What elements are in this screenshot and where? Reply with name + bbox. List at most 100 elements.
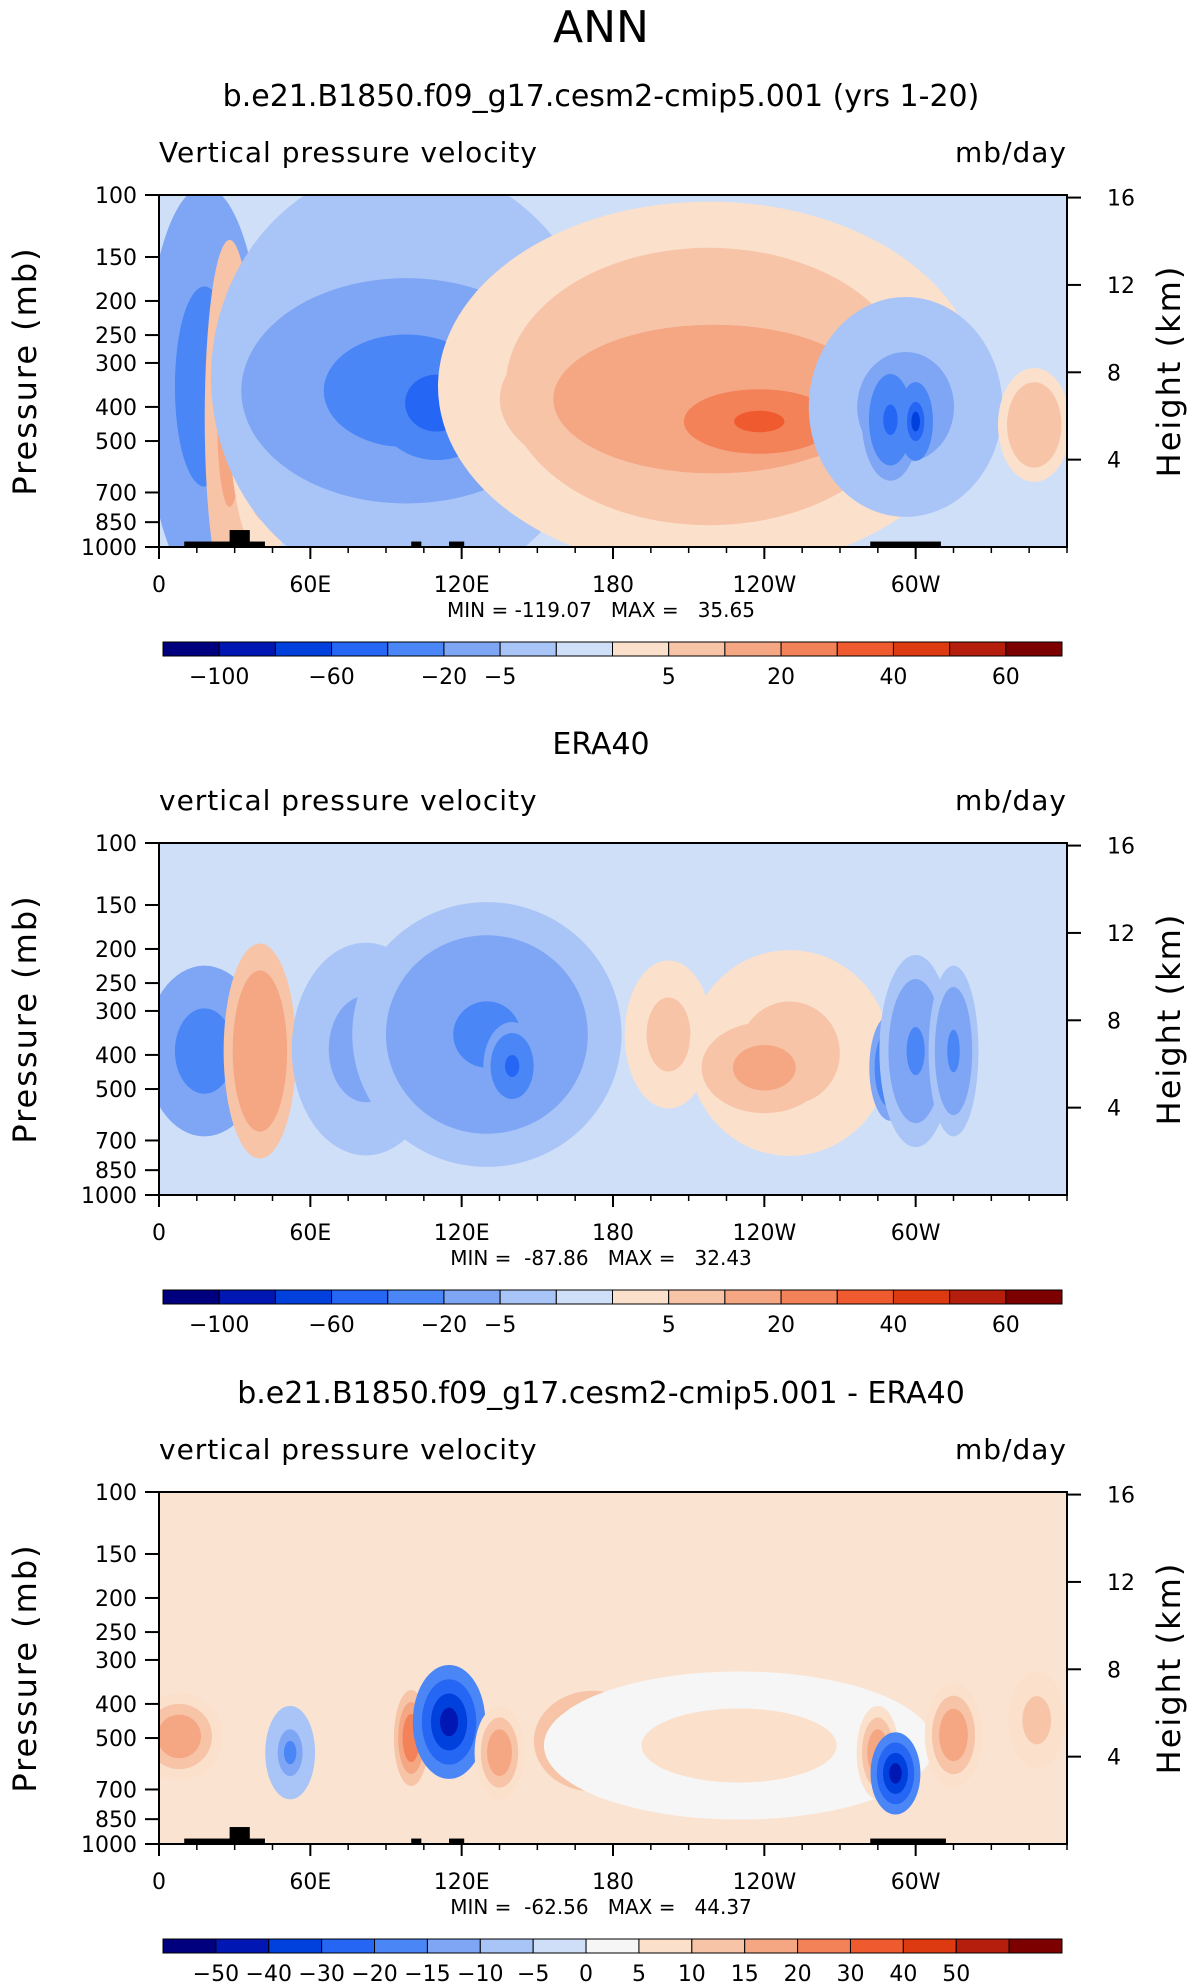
colorbar-label: 40 [889,1962,917,1987]
colorbar-swatch [321,1938,376,1954]
panel-1: b.e21.B1850.f09_g17.cesm2-cmip5.001 (yrs… [6,79,1188,690]
contour-blob [1025,410,1044,440]
contour-blob [493,1740,506,1765]
contour-blob [734,410,785,433]
y-right-tick-label: 4 [1107,1746,1121,1771]
colorbar-swatch [612,1289,670,1305]
colorbar-swatch [215,1938,270,1954]
y-right-tick-label: 8 [1107,361,1121,386]
colorbar-label: 60 [992,1313,1020,1338]
y-tick-label: 250 [95,1621,137,1646]
colorbar-swatch [638,1938,693,1954]
colorbar-swatch [849,1938,904,1954]
y-tick-label: 150 [95,246,137,271]
colorbar-label: 15 [731,1962,759,1987]
land-mask [184,541,265,547]
colorbar-swatch [443,1289,501,1305]
x-tick-label: 0 [152,573,166,598]
colorbar-swatch [892,1289,951,1305]
colorbar-swatch [218,1289,276,1305]
units-label: mb/day [955,1433,1067,1466]
x-tick-label: 180 [592,1221,634,1246]
x-tick-label: 120E [434,573,490,598]
y-tick-label: 100 [95,184,137,209]
colorbar-label: 40 [879,665,907,690]
y-tick-label: 850 [95,511,137,536]
x-tick-label: 180 [592,1870,634,1895]
contour-blob [946,1721,961,1749]
colorbar-swatch [949,641,1007,657]
colorbar-swatch [836,641,894,657]
colorbar-swatch [218,641,276,657]
y-right-tick-label: 16 [1107,1484,1135,1509]
y-tick-label: 300 [95,352,137,377]
colorbar-label: −20 [351,1962,397,1987]
panel-title: b.e21.B1850.f09_g17.cesm2-cmip5.001 - ER… [237,1376,965,1411]
colorbar-swatch [374,1938,428,1954]
colorbar-swatch [1008,1938,1063,1954]
panel-title: b.e21.B1850.f09_g17.cesm2-cmip5.001 (yrs… [223,79,980,114]
panel-3: b.e21.B1850.f09_g17.cesm2-cmip5.001 - ER… [6,1376,1188,1987]
colorbar-swatch [387,641,445,657]
x-tick-label: 60W [891,1221,941,1246]
y-axis-label: Pressure (mb) [6,246,44,495]
y-tick-label: 100 [95,1481,137,1506]
panel-2: ERA40 vertical pressure velocity mb/day 100… [6,727,1188,1338]
colorbar-label: 5 [632,1962,646,1987]
x-tick-label: 60W [891,573,941,598]
colorbar-swatch [331,1289,389,1305]
colorbar-swatch [532,1938,587,1954]
colorbar-label: −5 [517,1962,549,1987]
colorbar-label: 0 [579,1962,593,1987]
x-tick-label: 120E [434,1221,490,1246]
y-tick-label: 700 [95,1778,137,1803]
y-right-tick-label: 12 [1107,1571,1135,1596]
contour-blob [906,1027,925,1076]
colorbar-label: −30 [298,1962,344,1987]
colorbar-swatch [499,641,557,657]
colorbar-swatch [555,641,613,657]
x-tick-label: 60W [891,1870,941,1895]
colorbar-swatch [668,641,726,657]
colorbar-swatch [585,1938,640,1954]
colorbar-label: −5 [484,665,516,690]
colorbar-label: 30 [836,1962,864,1987]
contour-blob [1029,1708,1044,1733]
contour-blob [504,1054,520,1077]
colorbar-swatch [499,1289,557,1305]
colorbar-label: −100 [189,1313,249,1338]
y-tick-label: 200 [95,290,137,315]
contour-blob [250,1024,269,1078]
y-axis-label: Pressure (mb) [6,894,44,1143]
colorbar-swatch [1005,1289,1063,1305]
field-label: vertical pressure velocity [159,1433,538,1466]
land-mask [411,541,422,547]
panels: b.e21.B1850.f09_g17.cesm2-cmip5.001 (yrs… [6,79,1188,1987]
contour-blob [748,1056,781,1080]
colorbar-swatch [780,641,838,657]
y-tick-label: 150 [95,894,137,919]
x-tick-label: 0 [152,1221,166,1246]
y-tick-label: 300 [95,1649,137,1674]
y-axis-label: Pressure (mb) [6,1543,44,1792]
field [159,195,1067,547]
stats-label: MIN = -87.86 MAX = 32.43 [450,1246,752,1270]
colorbar-label: −10 [457,1962,503,1987]
x-tick-label: 0 [152,1870,166,1895]
stats-label: MIN = -119.07 MAX = 35.65 [447,598,755,622]
colorbar-swatch [162,1289,220,1305]
land-mask [229,530,250,547]
field-label: Vertical pressure velocity [159,136,538,169]
colorbar-swatch [274,641,333,657]
contour-blob [189,1029,220,1073]
colorbar-label: −20 [421,665,467,690]
y-tick-label: 300 [95,1000,137,1025]
land-mask [184,1838,265,1844]
colorbar-swatch [479,1938,534,1954]
land-mask [449,541,465,547]
y-tick-label: 200 [95,938,137,963]
contour-blob [439,1707,459,1737]
colorbar-swatch [902,1938,957,1954]
y-right-axis-label: Height (km) [1150,1562,1188,1775]
colorbar-swatch [612,641,670,657]
